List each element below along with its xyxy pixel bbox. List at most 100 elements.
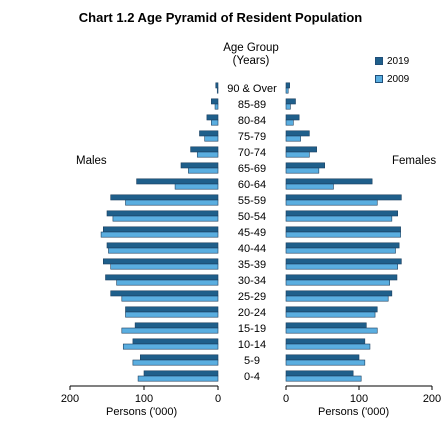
age-label-45-49: 45-49: [238, 227, 266, 239]
bar-female-2009-40-44: [285, 247, 396, 254]
bar-male-2019-65-69: [180, 162, 219, 169]
bar-male-2009-65-69: [188, 167, 219, 174]
bar-male-2009-20-24: [125, 311, 219, 318]
x-tick-label-female-0: 0: [283, 393, 289, 405]
bar-female-2009-80-84: [285, 119, 294, 126]
bar-female-2019-5-9: [285, 354, 360, 361]
age-group-heading-unit: (Years): [232, 55, 270, 67]
bar-male-2009-90-over: [216, 87, 219, 94]
age-label-55-59: 55-59: [238, 195, 266, 207]
legend-label-2019: 2019: [387, 55, 410, 67]
bar-female-2009-45-49: [285, 231, 401, 238]
bar-female-2009-60-64: [285, 183, 334, 190]
bar-male-2009-50-54: [112, 215, 219, 222]
bar-female-2009-20-24: [285, 311, 376, 318]
bar-female-2009-30-34: [285, 279, 390, 286]
bar-female-2009-85-89: [285, 103, 291, 110]
bar-male-2019-35-39: [103, 258, 219, 265]
x-tick-label-female-200: 200: [423, 393, 441, 405]
bar-male-2019-10-14: [132, 338, 219, 345]
x-tick-label-female-100: 100: [350, 393, 368, 405]
x-axis-title-males: Persons ('000): [106, 406, 178, 418]
age-label-35-39: 35-39: [238, 259, 266, 271]
bar-female-2009-25-29: [285, 295, 389, 302]
bar-female-2009-35-39: [285, 263, 398, 270]
age-label-5-9: 5-9: [244, 355, 260, 367]
females-label: Females: [392, 155, 437, 167]
bar-male-2019-50-54: [106, 210, 219, 217]
age-label-0-4: 0-4: [244, 371, 260, 383]
age-label-90-over: 90 & Over: [227, 83, 277, 95]
bar-male-2009-0-4: [137, 375, 219, 382]
bar-male-2009-75-79: [204, 135, 219, 142]
bar-male-2009-15-19: [121, 327, 219, 334]
bar-female-2019-50-54: [285, 210, 398, 217]
bar-female-2009-5-9: [285, 359, 366, 366]
bar-male-2019-60-64: [136, 178, 219, 185]
bar-male-2019-80-84: [206, 114, 219, 121]
age-group-heading-label: Age Group: [223, 42, 279, 54]
bar-male-2009-40-44: [108, 247, 219, 254]
age-label-30-34: 30-34: [238, 275, 266, 287]
bar-male-2009-60-64: [174, 183, 219, 190]
bar-male-2019-55-59: [110, 194, 219, 201]
bar-female-2009-10-14: [285, 343, 371, 350]
bar-female-2019-20-24: [285, 306, 378, 313]
x-tick-label-male-100: 100: [135, 393, 153, 405]
bar-male-2009-45-49: [100, 231, 219, 238]
bar-female-2019-60-64: [285, 178, 373, 185]
bar-male-2019-20-24: [125, 306, 219, 313]
legend-swatch-2009: [375, 75, 383, 83]
age-label-75-79: 75-79: [238, 131, 266, 143]
bar-male-2019-5-9: [140, 354, 219, 361]
legend-item-2009: 2009: [375, 70, 409, 88]
bar-female-2009-75-79: [285, 135, 301, 142]
legend-label-2009: 2009: [387, 73, 410, 85]
bar-male-2019-0-4: [143, 370, 219, 377]
legend-swatch-2019: [375, 57, 383, 65]
age-label-25-29: 25-29: [238, 291, 266, 303]
bar-male-2009-55-59: [125, 199, 219, 206]
x-tick-label-male-200: 200: [61, 393, 79, 405]
bar-female-2019-90-over: [285, 82, 290, 89]
age-group-heading: Age Group (Years): [196, 42, 306, 68]
bar-male-2019-85-89: [211, 98, 219, 105]
bar-female-2019-75-79: [285, 130, 310, 137]
bar-female-2019-55-59: [285, 194, 402, 201]
age-label-15-19: 15-19: [238, 323, 266, 335]
bar-female-2009-65-69: [285, 167, 320, 174]
bar-female-2019-70-74: [285, 146, 317, 153]
bar-male-2019-90-over: [215, 82, 219, 89]
bar-female-2009-70-74: [285, 151, 310, 158]
bar-female-2019-25-29: [285, 290, 393, 297]
chart-title: Chart 1.2 Age Pyramid of Resident Popula…: [78, 10, 363, 25]
bar-male-2009-80-84: [211, 119, 219, 126]
age-label-70-74: 70-74: [238, 147, 266, 159]
age-label-40-44: 40-44: [238, 243, 266, 255]
bar-female-2019-10-14: [285, 338, 366, 345]
bar-male-2019-70-74: [190, 146, 219, 153]
x-tick-label-male-0: 0: [215, 393, 221, 405]
age-label-50-54: 50-54: [238, 211, 266, 223]
bar-female-2019-65-69: [285, 162, 325, 169]
x-axis-title-females: Persons ('000): [318, 406, 390, 418]
bar-female-2009-55-59: [285, 199, 378, 206]
bar-male-2019-40-44: [106, 242, 219, 249]
bar-female-2019-85-89: [285, 98, 296, 105]
bar-male-2009-5-9: [132, 359, 219, 366]
bar-male-2009-85-89: [214, 103, 219, 110]
age-label-60-64: 60-64: [238, 179, 266, 191]
age-label-85-89: 85-89: [238, 99, 266, 111]
bar-male-2019-45-49: [103, 226, 219, 233]
bar-male-2009-25-29: [121, 295, 219, 302]
bar-female-2019-0-4: [285, 370, 354, 377]
age-label-10-14: 10-14: [238, 339, 266, 351]
legend-item-2019: 2019: [375, 52, 409, 70]
bar-female-2009-15-19: [285, 327, 378, 334]
bar-female-2019-15-19: [285, 322, 367, 329]
bar-male-2009-30-34: [116, 279, 219, 286]
age-label-65-69: 65-69: [238, 163, 266, 175]
bar-female-2019-30-34: [285, 274, 398, 281]
bar-female-2019-40-44: [285, 242, 400, 249]
